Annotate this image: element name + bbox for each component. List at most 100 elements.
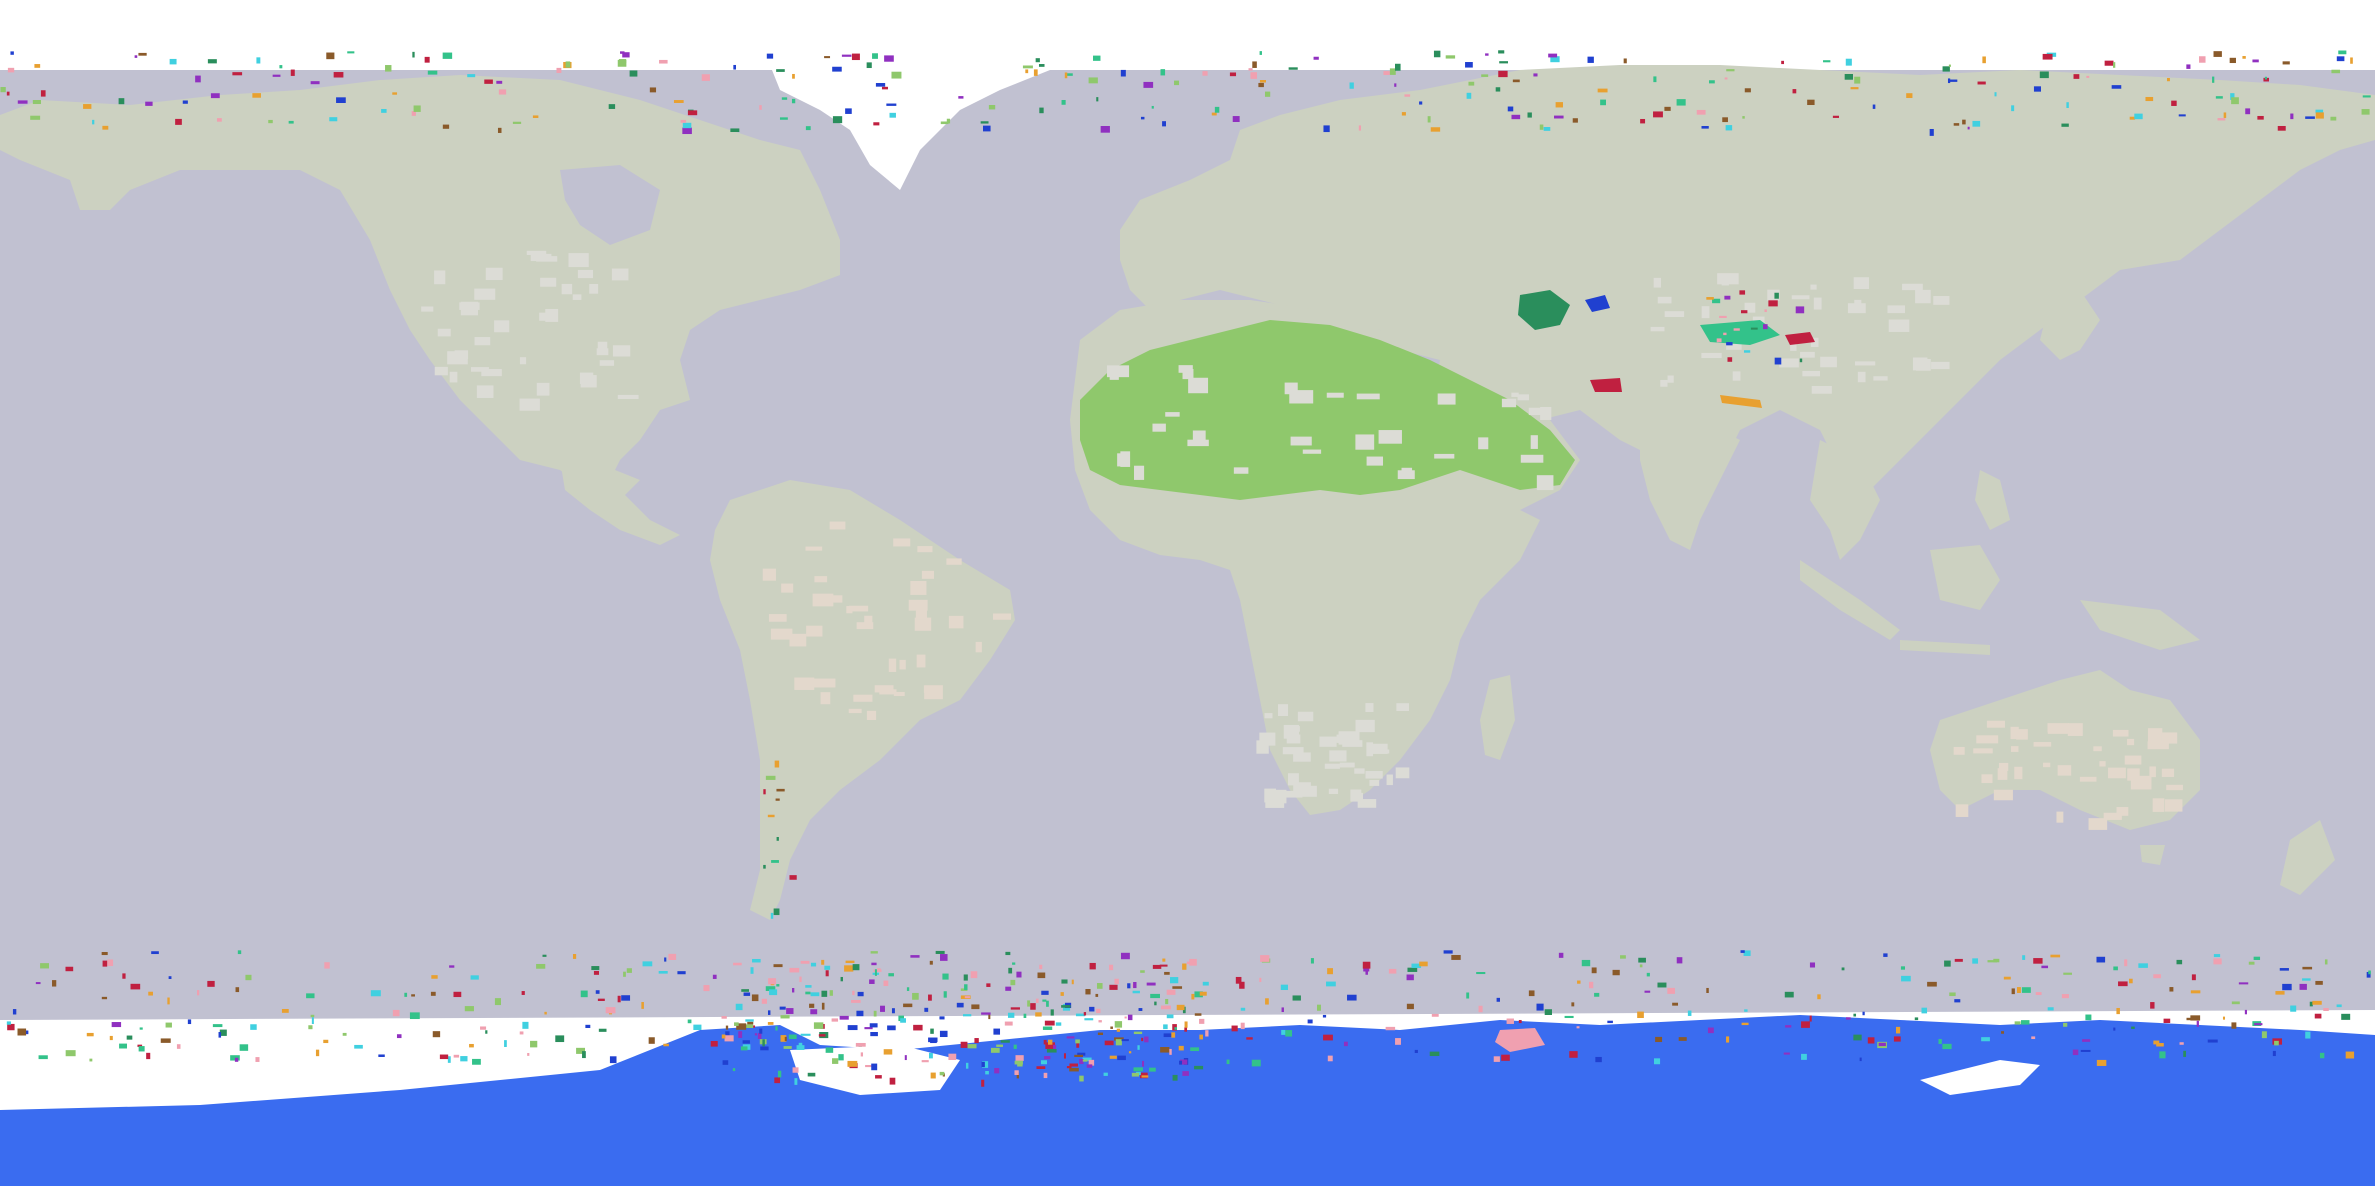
cluster-speckle [888, 973, 894, 977]
cluster-speckle [2263, 77, 2270, 82]
cluster-speckle [1240, 1007, 1246, 1011]
cluster-speckle [1929, 128, 1934, 136]
cluster-speckle [1667, 987, 1675, 994]
cluster-speckle [2021, 987, 2031, 993]
cluster-speckle [1120, 952, 1130, 960]
cluster-speckle [2153, 1040, 2160, 1045]
terrain-patch [1981, 774, 1993, 784]
cluster-speckle [1077, 1052, 1086, 1056]
cluster-speckle [2350, 57, 2353, 64]
cluster-speckle [857, 991, 864, 997]
terrain-patch [1293, 726, 1300, 732]
cluster-speckle [760, 1046, 769, 1051]
cluster-speckle [1095, 993, 1099, 997]
cluster-speckle [1595, 1056, 1602, 1063]
cluster-speckle [1466, 992, 1470, 999]
cluster-speckle [2361, 109, 2370, 115]
cluster-speckle [1948, 64, 1951, 67]
cluster-speckle [1086, 1064, 1093, 1068]
cluster-speckle [1495, 87, 1501, 92]
cluster-speckle [889, 1077, 896, 1085]
cluster-speckle [2035, 992, 2042, 996]
cluster-speckle [618, 59, 627, 64]
cluster-speckle [763, 789, 766, 795]
cluster-speckle [1406, 974, 1414, 981]
cluster-speckle [891, 71, 902, 79]
cluster-speckle [1349, 82, 1354, 89]
terrain-patch [1278, 704, 1289, 717]
cluster-speckle [1465, 62, 1473, 68]
sahara-gap [1106, 365, 1130, 378]
sahara-gap [1517, 394, 1529, 401]
cluster-speckle [582, 1051, 586, 1059]
terrain-patch [2093, 746, 2102, 752]
cluster-speckle [1949, 992, 1956, 997]
cluster-speckle [1799, 358, 1803, 363]
cluster-speckle [1061, 979, 1068, 984]
cluster-speckle [1199, 1034, 1203, 1040]
terrain-patch [1915, 289, 1931, 304]
cluster-speckle [693, 1024, 702, 1031]
cluster-speckle [993, 1028, 1001, 1035]
cluster-speckle [138, 52, 147, 56]
antarctica-cluster [0, 1015, 2375, 1186]
cluster-speckle [1468, 81, 1475, 86]
cluster-speckle [776, 984, 780, 987]
cluster-speckle [1587, 56, 1594, 63]
cluster-speckle [1085, 989, 1091, 995]
terrain-patch [539, 253, 552, 262]
cluster-speckle [1954, 958, 1963, 962]
cluster-speckle [1285, 1030, 1293, 1037]
cluster-speckle [1938, 1038, 1942, 1044]
cluster-speckle [1944, 960, 1951, 967]
cluster-speckle [710, 1040, 718, 1047]
cluster-speckle [1162, 121, 1166, 127]
cluster-speckle [572, 954, 577, 959]
cluster-speckle [1163, 1033, 1173, 1038]
cluster-speckle [701, 74, 710, 81]
terrain-patch [1298, 785, 1317, 797]
cluster-speckle [169, 58, 177, 65]
cluster-speckle [988, 104, 996, 110]
central-asia-cluster-dark [1518, 290, 1570, 330]
cluster-speckle [1739, 290, 1746, 295]
cluster-speckle [642, 961, 653, 967]
cluster-speckle [1098, 1020, 1102, 1023]
cluster-speckle [880, 1005, 885, 1012]
cluster-speckle [1972, 958, 1979, 964]
cluster-speckle [1478, 1005, 1483, 1013]
cluster-speckle [2290, 113, 2294, 120]
cluster-speckle [138, 1046, 145, 1052]
sahara-gap [1178, 365, 1193, 373]
cluster-speckle [1809, 1015, 1812, 1022]
terrain-patch [545, 308, 559, 322]
cluster-speckle [2231, 1022, 2237, 1029]
terrain-patch [611, 268, 629, 281]
cluster-speckle [775, 1026, 778, 1031]
cluster-speckle [873, 1010, 877, 1017]
cluster-speckle [2016, 987, 2021, 993]
cluster-speckle [1214, 106, 1220, 113]
cluster-speckle [310, 1014, 315, 1018]
sahara-gap [1233, 467, 1249, 474]
cluster-speckle [889, 112, 896, 118]
cluster-speckle [1109, 1055, 1117, 1059]
cluster-speckle [774, 1077, 781, 1084]
cluster-speckle [1741, 310, 1748, 314]
cluster-speckle [2011, 105, 2015, 112]
cluster-speckle [1637, 1011, 1644, 1019]
cluster-speckle [1687, 1010, 1692, 1016]
cluster-speckle [1039, 107, 1044, 114]
cluster-speckle [1202, 981, 1209, 986]
cluster-speckle [1000, 1040, 1010, 1043]
sahara-gap [1437, 393, 1456, 405]
cluster-speckle [1709, 80, 1715, 84]
cluster-speckle [1430, 127, 1441, 132]
cluster-speckle [1131, 1072, 1139, 1077]
cluster-speckle [1801, 1053, 1807, 1060]
cluster-speckle [392, 92, 398, 95]
cluster-speckle [623, 971, 626, 977]
cluster-speckle [1038, 64, 1045, 67]
cluster-speckle [396, 1034, 402, 1039]
cluster-speckle [789, 967, 800, 973]
